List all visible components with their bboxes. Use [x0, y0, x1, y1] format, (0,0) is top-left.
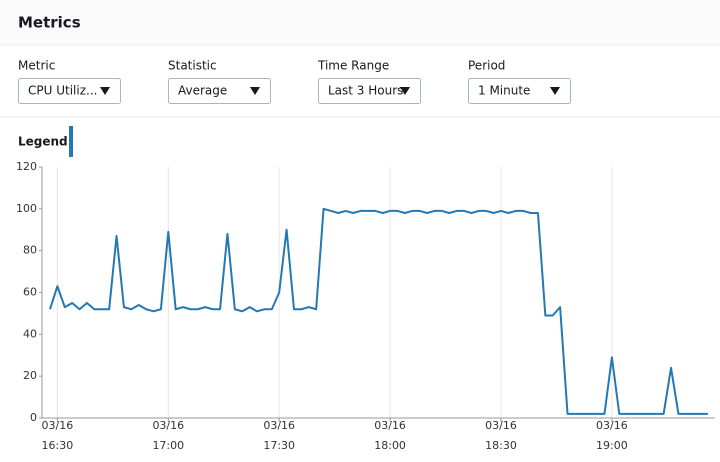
y-tick-label: 20 — [23, 369, 37, 382]
dropdown-arrow — [400, 87, 410, 95]
y-tick-label: 60 — [23, 286, 37, 299]
dropdown[interactable]: 1 Minute — [468, 78, 571, 104]
y-tick-label: 100 — [16, 202, 37, 215]
dropdown-arrow — [550, 87, 560, 95]
control-label: Metric — [18, 59, 55, 73]
y-tick-label: 0 — [30, 411, 37, 424]
x-tick-label: 03/16 17:30 — [263, 419, 295, 452]
dropdown-arrow — [250, 87, 260, 95]
dropdown-value: Last 3 Hours — [328, 84, 403, 98]
y-tick-label: 120 — [16, 160, 37, 173]
dropdown-box — [18, 78, 121, 104]
y-tick-label: 40 — [23, 327, 37, 340]
x-tick-label: 03/16 18:00 — [374, 419, 406, 452]
y-tick-label: 80 — [23, 244, 37, 257]
dropdown-box — [318, 78, 421, 104]
x-tick-label: 03/16 18:30 — [485, 419, 517, 452]
control-label: Time Range — [317, 59, 389, 73]
x-tick-label: 03/16 17:00 — [152, 419, 184, 452]
x-tick-label: 03/16 16:30 — [42, 419, 74, 452]
header-bar — [0, 0, 720, 45]
panel-title: Metrics — [18, 14, 81, 32]
control-label: Period — [468, 59, 505, 73]
dropdown[interactable]: Last 3 Hours — [318, 78, 421, 104]
x-tick-label: 03/16 19:00 — [596, 419, 628, 452]
dropdown-arrow — [100, 87, 110, 95]
legend-label: Legend: — [18, 135, 72, 149]
dropdown-box — [468, 78, 571, 104]
control-label: Statistic — [168, 59, 217, 73]
dropdown-value: CPU Utiliz... — [28, 84, 97, 98]
dropdown-box — [168, 78, 271, 104]
dropdown-value: Average — [178, 84, 227, 98]
dropdown-value: 1 Minute — [478, 84, 530, 98]
controls: Metric CPU Utiliz... Statistic Average Time … — [18, 59, 571, 104]
chart: 0 20 40 60 80 100 120 03/16 16:30 03/16 17:00 03/16… — [16, 160, 715, 452]
legend-swatch — [69, 126, 73, 157]
dropdown[interactable]: CPU Utiliz... — [18, 78, 121, 104]
series-line — [49, 207, 708, 415]
dropdown[interactable]: Average — [168, 78, 271, 104]
